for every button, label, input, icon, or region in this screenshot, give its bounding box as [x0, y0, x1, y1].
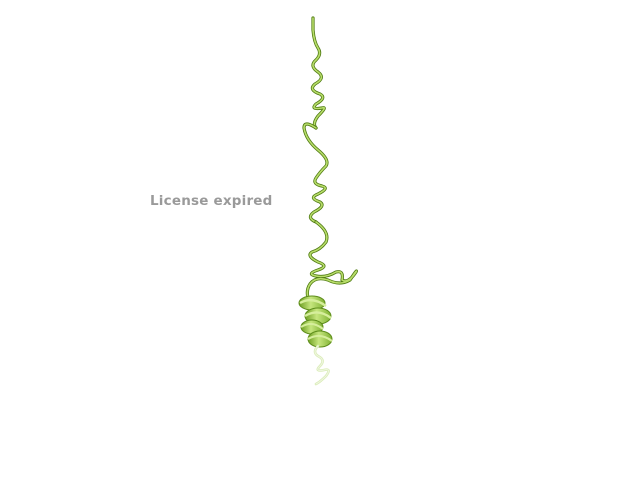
alpha-helix [298, 295, 333, 348]
terminal-tail [313, 344, 330, 386]
license-watermark: License expired [150, 193, 273, 209]
